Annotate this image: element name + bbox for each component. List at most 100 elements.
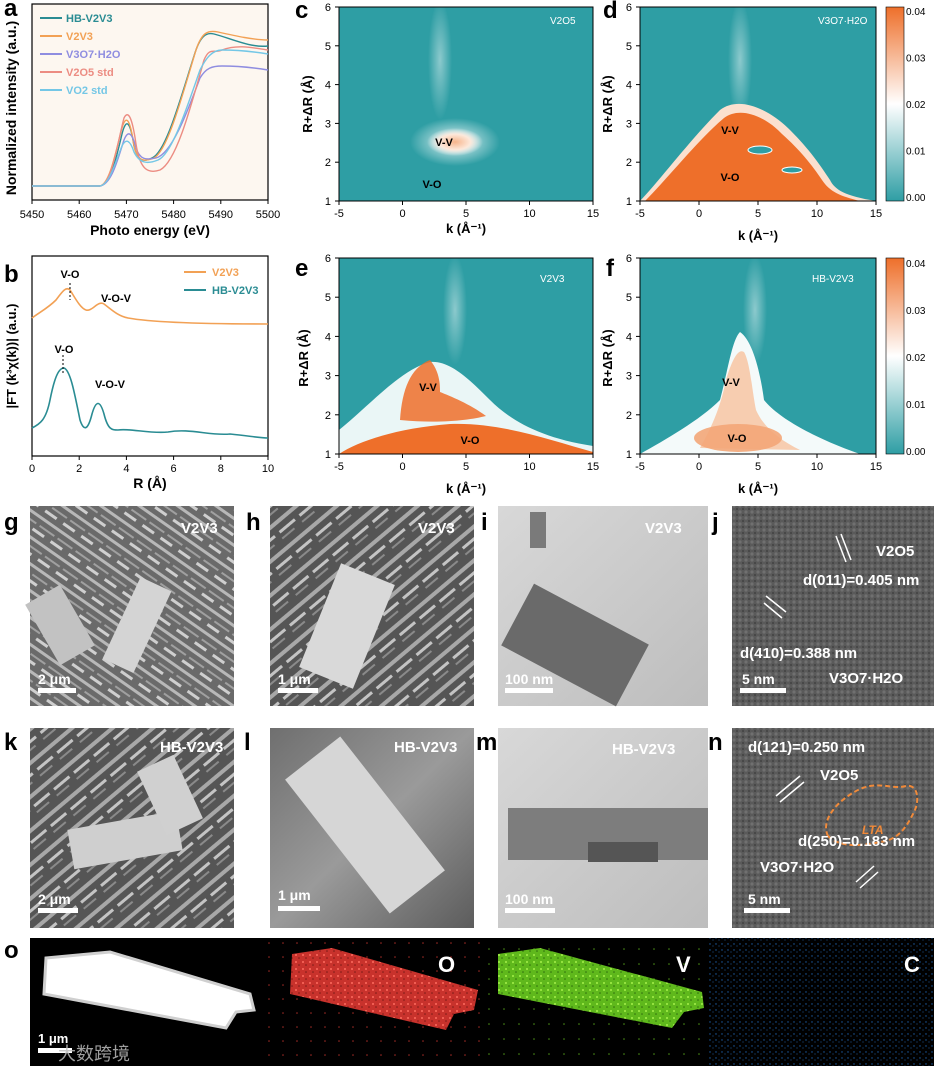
x-tick-label-w2-2: 5 bbox=[463, 461, 469, 473]
y-tick-label-w1-5: 6 bbox=[626, 2, 632, 14]
panel-j: j V2O5 d(011)=0.405 nm d(410)=0.388 nm V… bbox=[711, 506, 934, 706]
y-tick-label-w2-5: 6 bbox=[325, 253, 331, 265]
y-tick-label-w1-3: 4 bbox=[626, 80, 632, 92]
y-tick-label-w1-1: 2 bbox=[626, 157, 632, 169]
panel-f: f V-V V-O HB-V2V3 -5 0 5 10 15 1 2 3 4 5 6 k (Å⁻¹… bbox=[600, 253, 926, 496]
annotation-v-o-bottom: V-O bbox=[55, 344, 74, 356]
watermark: 大数跨境 bbox=[58, 1044, 130, 1064]
legend-label-a-1: V2V3 bbox=[66, 31, 93, 43]
ft-curve-hb-v2v3 bbox=[31, 367, 269, 439]
d-spacing-n1: d(121)=0.250 nm bbox=[748, 739, 865, 756]
scale-label-g: 2 μm bbox=[38, 671, 71, 687]
hotspot-vv-e bbox=[400, 360, 486, 422]
sample-label-i: V2V3 bbox=[645, 520, 682, 537]
hotspot-vo-f bbox=[694, 424, 782, 452]
panel-letter-f: f bbox=[606, 255, 615, 282]
colorbar-tick-label-0-3: 0.01 bbox=[906, 147, 926, 158]
x-axis-label-a: Photo energy (eV) bbox=[90, 222, 210, 238]
colorbar-d bbox=[885, 6, 905, 202]
annotation-v-o-v-top: V-O-V bbox=[101, 293, 132, 305]
element-label-o: O bbox=[438, 952, 455, 977]
annotation-v-o-top: V-O bbox=[61, 269, 80, 281]
panel-c: c V-V V-O V2O5 -5 0 5 10 15 1 2 3 4 5 6 k (Å⁻¹) R… bbox=[295, 0, 599, 236]
hotspot-vo-e bbox=[339, 423, 593, 454]
panel-letter-m: m bbox=[476, 729, 497, 756]
y-tick-label-w3-4: 5 bbox=[626, 292, 632, 304]
y-tick-label-w1-0: 1 bbox=[626, 196, 632, 208]
ft-curve-v2v3 bbox=[31, 287, 269, 325]
y-ticks-c: 1 2 3 4 5 6 bbox=[325, 2, 339, 208]
x-tick-label-w0-2: 5 bbox=[463, 208, 469, 220]
lta-region bbox=[825, 784, 919, 847]
panel-letter-h: h bbox=[246, 509, 261, 536]
scale-bar-l bbox=[278, 906, 320, 911]
x-tick-label-w1-0: -5 bbox=[635, 208, 645, 220]
label-v-o-f: V-O bbox=[728, 433, 747, 445]
fringe-n3 bbox=[855, 865, 875, 883]
x-tick-label-w2-0: -5 bbox=[334, 461, 344, 473]
eds-map-c bbox=[708, 938, 934, 1066]
label-v-v-d: V-V bbox=[721, 125, 739, 137]
sample-label-m: HB-V2V3 bbox=[612, 741, 675, 758]
panel-n: n d(121)=0.250 nm V2O5 LTA d(250)=0.183 … bbox=[708, 728, 934, 928]
phase-label-n2: V3O7·H2O bbox=[760, 859, 835, 876]
plot-area-a bbox=[31, 3, 269, 201]
fringe-j4 bbox=[765, 595, 787, 613]
x-ticks-c: -5 0 5 10 15 bbox=[334, 201, 599, 220]
ridge-d bbox=[728, 0, 752, 120]
ridge-c bbox=[428, 0, 452, 120]
phase-label-j2: V3O7·H2O bbox=[829, 670, 904, 687]
panel-l: l HB-V2V3 1 μm bbox=[244, 728, 474, 928]
x-tick-label-w2-3: 10 bbox=[523, 461, 535, 473]
x-tick-label-w3-0: -5 bbox=[635, 461, 645, 473]
fringe-n4 bbox=[859, 871, 879, 889]
panel-o: o 1 μm 大数跨境 O V C bbox=[4, 937, 934, 1066]
xanes-curves bbox=[32, 30, 269, 187]
panel-h: h V2V3 1 μm bbox=[246, 506, 474, 706]
scale-label-i: 100 nm bbox=[505, 671, 553, 687]
panel-letter-d: d bbox=[603, 0, 618, 24]
hotspot-d bbox=[645, 112, 860, 201]
d-spacing-n2: d(250)=0.183 nm bbox=[798, 833, 915, 850]
annotation-v-o-v-bottom: V-O-V bbox=[95, 379, 126, 391]
sample-label-k: HB-V2V3 bbox=[160, 739, 223, 756]
y-axis-label-b: |FT (k³χ(k))| (a.u.) bbox=[4, 303, 19, 408]
x-tick-label-a-0: 5450 bbox=[20, 209, 44, 221]
colorbar-ticks-f: 0.04 0.03 0.02 0.01 0.00 bbox=[906, 259, 926, 458]
x-tick-label-w2-1: 0 bbox=[399, 461, 405, 473]
y-axis-label-f: R+ΔR (Å) bbox=[600, 329, 615, 386]
scale-bar-j bbox=[740, 688, 786, 693]
x-tick-label-w3-3: 10 bbox=[811, 461, 823, 473]
x-tick-label-w2-4: 15 bbox=[587, 461, 599, 473]
y-axis-label-e: R+ΔR (Å) bbox=[296, 329, 311, 386]
panel-k: k HB-V2V3 2 μm bbox=[4, 728, 234, 928]
panel-letter-o: o bbox=[4, 937, 19, 964]
y-tick-label-w2-0: 1 bbox=[325, 449, 331, 461]
x-tick-label-a-2: 5470 bbox=[114, 209, 138, 221]
x-tick-label-b-1: 2 bbox=[76, 463, 82, 475]
panel-b: b V-O V-O-V V-O V-O-V V2V3 HB-V2V3 0 2 4 6 8 1… bbox=[4, 255, 274, 491]
label-v-v-f: V-V bbox=[722, 377, 740, 389]
hrtem-image-j bbox=[732, 506, 934, 706]
scale-label-l: 1 μm bbox=[278, 887, 311, 903]
label-v-o-e: V-O bbox=[461, 435, 480, 447]
rod-h bbox=[299, 563, 395, 689]
colorbar-tick-label-0-0: 0.04 bbox=[906, 7, 926, 18]
fringe-j3 bbox=[763, 602, 783, 619]
hole-d2 bbox=[781, 166, 803, 174]
panel-letter-b: b bbox=[4, 261, 19, 288]
y-tick-label-w2-1: 2 bbox=[325, 410, 331, 422]
rod-i bbox=[501, 583, 649, 707]
panel-letter-j: j bbox=[711, 509, 719, 536]
panel-letter-k: k bbox=[4, 729, 18, 756]
x-tick-label-w3-2: 5 bbox=[755, 461, 761, 473]
x-tick-label-a-3: 5480 bbox=[161, 209, 185, 221]
colorbar-tick-label-1-2: 0.02 bbox=[906, 353, 926, 364]
x-tick-label-b-5: 10 bbox=[262, 463, 274, 475]
x-ticks-d: -5 0 5 10 15 bbox=[635, 201, 882, 220]
fringe-j1 bbox=[835, 535, 847, 563]
y-tick-label-w3-3: 4 bbox=[626, 331, 632, 343]
y-tick-label-w1-2: 3 bbox=[626, 118, 632, 130]
rod-k bbox=[67, 810, 183, 870]
